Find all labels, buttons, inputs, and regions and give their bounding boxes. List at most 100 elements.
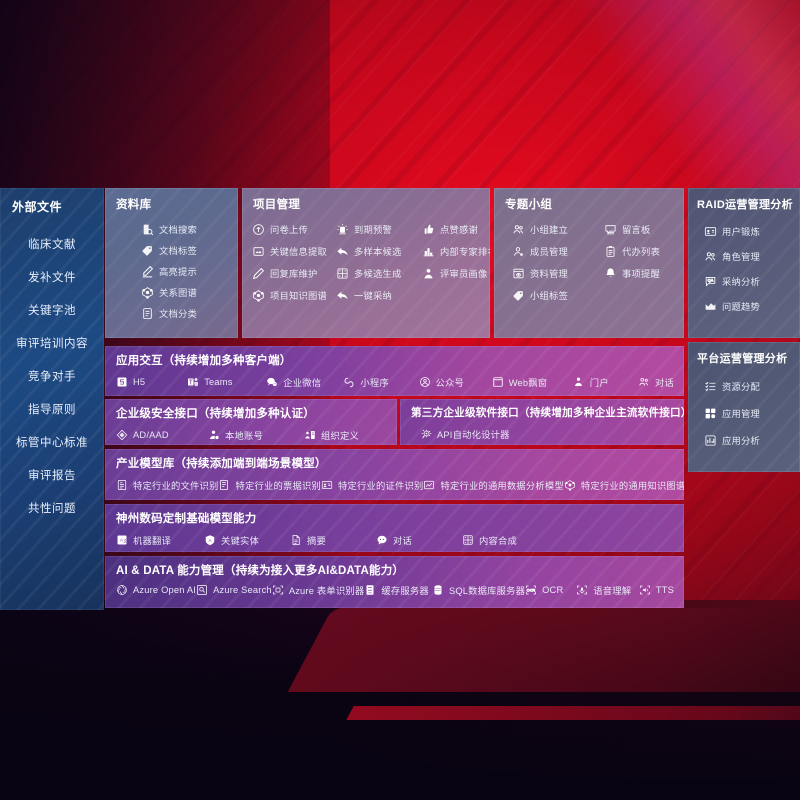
- project-item-expiry-alert[interactable]: 到期预警: [336, 219, 422, 239]
- library-item-document-classification[interactable]: 文档分类: [141, 303, 230, 323]
- ai-item-azure-openai[interactable]: Azure Open AI: [116, 581, 196, 599]
- team-item-todo-list[interactable]: 代办列表: [604, 241, 676, 261]
- project-item-key-info-extract[interactable]: 关键信息提取: [252, 241, 336, 261]
- library-item-highlight[interactable]: 高亮提示: [141, 261, 230, 281]
- raid-item-issue-trend[interactable]: 问题趋势: [704, 296, 792, 316]
- expand-grid-icon: [336, 267, 349, 280]
- chat-bubble-icon: [376, 534, 388, 546]
- appx-item-portal[interactable]: 门户: [573, 372, 638, 392]
- sidebar-item-clinical-literature[interactable]: 临床文献: [28, 239, 76, 251]
- bar-ai-data-title: AI & DATA 能力管理（持续为接入更多AI&DATA能力）: [116, 565, 405, 577]
- svg-text:QA: QA: [708, 278, 714, 282]
- id-card-icon: [704, 225, 717, 238]
- industry-item-id-recognition[interactable]: 特定行业的证件识别: [321, 475, 423, 495]
- ai-item-sql-database[interactable]: SQL数据库服务器: [432, 580, 525, 600]
- project-item-thanks-like[interactable]: 点赞感谢: [422, 219, 490, 239]
- bar-security-interface: 企业级安全接口（持续增加多种认证） AD/AAD 本地账号 组织定义: [105, 399, 397, 445]
- group-people-icon: [704, 250, 717, 263]
- raid-item-user-training[interactable]: 用户锻炼: [704, 221, 792, 241]
- project-item-reply-library-maintenance[interactable]: 回复库维护: [252, 263, 336, 283]
- security-item-ad-aad[interactable]: AD/AAD: [116, 426, 208, 444]
- id-card-icon: [321, 479, 333, 491]
- base-item-key-entity[interactable]: A 关键实体: [204, 530, 290, 550]
- pen-edit-icon: [252, 267, 265, 280]
- project-item-reviewer-portrait[interactable]: 评审员画像: [422, 263, 490, 283]
- library-item-document-tag[interactable]: 文档标签: [141, 240, 230, 260]
- ranking-bar-icon: [422, 245, 435, 258]
- industry-item-receipt-recognition[interactable]: 特定行业的票据识别: [218, 475, 321, 495]
- document-list-icon: [141, 307, 154, 320]
- thumbs-up-icon: [422, 223, 435, 236]
- platform-item-app-analysis[interactable]: 应用分析: [704, 430, 792, 450]
- appx-item-dialog[interactable]: 对话: [638, 372, 674, 392]
- svg-text:文: 文: [123, 538, 127, 544]
- bar-third-party-api: 第三方企业级软件接口（持续增加多种企业主流软件接口） API自动化设计器: [400, 399, 684, 445]
- bar-app-interaction-items: H5 Teams 企业微信 小程序 公众号: [105, 368, 684, 396]
- api-item-api-designer[interactable]: API自动化设计器: [420, 424, 510, 444]
- sidebar-item-supplementary-docs[interactable]: 发补文件: [28, 272, 76, 284]
- project-item-multi-sample-candidate[interactable]: 多样本候选: [336, 241, 422, 261]
- raid-item-adoption-analysis[interactable]: QA 采纳分析: [704, 271, 792, 291]
- platform-item-resource-allocation[interactable]: 资源分配: [704, 376, 792, 396]
- base-item-summary[interactable]: 摘要: [290, 530, 376, 550]
- industry-item-data-analysis-model[interactable]: 特定行业的通用数据分析模型: [423, 475, 564, 495]
- industry-item-file-recognition[interactable]: 特定行业的文件识别: [116, 475, 218, 495]
- project-item-multi-candidate-generation[interactable]: 多候选生成: [336, 263, 422, 283]
- entity-shield-icon: A: [204, 534, 216, 546]
- raid-item-role-management[interactable]: 角色管理: [704, 246, 792, 266]
- base-item-content-synthesis[interactable]: 内容合成: [462, 530, 517, 550]
- sidebar-item-common-issues[interactable]: 共性问题: [28, 503, 76, 515]
- appx-item-official-account[interactable]: 公众号: [419, 372, 492, 392]
- ai-item-cache-server[interactable]: 缓存服务器: [364, 580, 432, 600]
- svg-text:A: A: [208, 538, 211, 543]
- ai-item-speech-understanding[interactable]: 语音理解: [576, 580, 639, 600]
- sidebar-item-guiding-principles[interactable]: 指导原则: [28, 404, 76, 416]
- project-item-project-knowledge-graph[interactable]: 项目知识图谱: [252, 285, 336, 305]
- ai-item-azure-search[interactable]: Azure Search: [196, 581, 272, 599]
- sidebar-item-keyword-pool[interactable]: 关键字池: [28, 305, 76, 317]
- sidebar-item-standards-center[interactable]: 标管中心标准: [16, 437, 88, 449]
- project-item-questionnaire-upload[interactable]: 问卷上传: [252, 219, 336, 239]
- project-item-one-click-adopt[interactable]: 一键采纳: [336, 285, 422, 305]
- local-account-icon: [208, 429, 220, 441]
- team-item-material-management[interactable]: 资料管理: [512, 263, 604, 283]
- team-item-group-tag[interactable]: 小组标签: [512, 285, 604, 305]
- miniprogram-icon: [343, 376, 355, 388]
- appx-item-h5[interactable]: H5: [116, 373, 187, 391]
- shield-diamond-icon: [116, 429, 128, 441]
- ai-item-ocr[interactable]: OCR OCR: [526, 585, 564, 595]
- industry-item-knowledge-graph-model[interactable]: 特定行业的通用知识图谱模型: [564, 475, 684, 495]
- sidebar-title: 外部文件: [12, 200, 63, 214]
- sidebar-item-review-report[interactable]: 审评报告: [28, 470, 76, 482]
- base-item-dialog[interactable]: 对话: [376, 530, 462, 550]
- appx-item-teams[interactable]: Teams: [187, 373, 266, 391]
- group-people-icon: [512, 223, 525, 236]
- team-item-group-creation[interactable]: 小组建立: [512, 219, 604, 239]
- ai-item-form-recognizer[interactable]: Azure 表单识别器: [272, 580, 365, 600]
- bar-third-party-api-title: 第三方企业级软件接口（持续增加多种企业主流软件接口）: [411, 407, 684, 419]
- panel-team: 专题小组 小组建立 留言板 成员管理 代办列表: [494, 188, 684, 338]
- ai-item-tts[interactable]: TTS: [639, 581, 674, 599]
- team-item-message-board[interactable]: 留言板: [604, 219, 676, 239]
- appx-item-wechat-work[interactable]: 企业微信: [266, 372, 343, 392]
- sidebar-item-competitors[interactable]: 竞争对手: [28, 371, 76, 383]
- platform-item-app-management[interactable]: 应用管理: [704, 403, 792, 423]
- reply-arrow-icon: [336, 245, 349, 258]
- appx-item-web-window[interactable]: Web飘窗: [492, 372, 573, 392]
- library-item-document-search[interactable]: 文档搜索: [141, 219, 230, 239]
- sidebar-item-review-training[interactable]: 审评培训内容: [16, 338, 88, 350]
- security-item-org-definition[interactable]: 组织定义: [304, 425, 359, 445]
- panel-project-title: 项目管理: [253, 199, 301, 211]
- security-item-local-account[interactable]: 本地账号: [208, 425, 304, 445]
- html5-icon: [116, 376, 128, 388]
- appx-item-miniprogram[interactable]: 小程序: [343, 372, 418, 392]
- library-item-knowledge-graph[interactable]: 关系图谱: [141, 282, 230, 302]
- team-item-member-management[interactable]: 成员管理: [512, 241, 604, 261]
- project-item-internal-expert-ranking[interactable]: 内部专家排名: [422, 241, 490, 261]
- team-item-event-reminder[interactable]: 事项提醒: [604, 263, 676, 283]
- bar-industry-model-title: 产业模型库（持续添加端到端场景模型）: [116, 458, 327, 470]
